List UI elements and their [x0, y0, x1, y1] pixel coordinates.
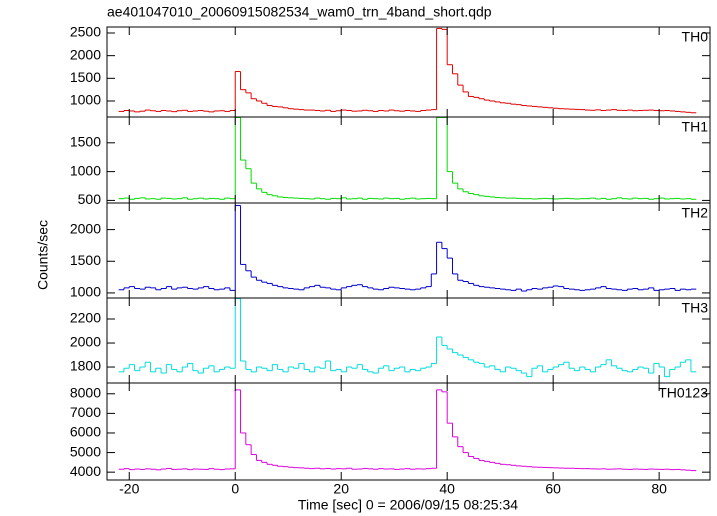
y-tick-label: 1500: [70, 69, 101, 85]
panel-label: TH2: [682, 205, 709, 221]
y-tick-label: 500: [78, 191, 102, 207]
x-tick-label: 60: [545, 481, 561, 497]
x-tick-label: 80: [651, 481, 667, 497]
y-tick-label: 2500: [70, 24, 101, 40]
panel-label: TH3: [682, 300, 709, 316]
y-tick-label: 1000: [70, 92, 101, 108]
y-tick-label: 1000: [70, 284, 101, 300]
panel-label: TH0: [682, 29, 709, 45]
panel-frame: [106, 26, 711, 118]
y-tick-label: 8000: [70, 384, 101, 400]
y-tick-label: 1500: [70, 134, 101, 150]
y-tick-label: 2000: [70, 334, 101, 350]
y-tick-label: 4000: [70, 463, 101, 479]
y-tick-label: 5000: [70, 443, 101, 459]
y-tick-label: 1500: [70, 252, 101, 268]
panel-frame: [106, 202, 711, 299]
y-tick-label: 1000: [70, 162, 101, 178]
chart-title: ae401047010_20060915082534_wam0_trn_4ban…: [107, 4, 492, 20]
y-tick-label: 2000: [70, 46, 101, 62]
y-tick-label: 1800: [70, 358, 101, 374]
y-axis-label: Counts/sec: [35, 220, 51, 290]
x-tick-label: 40: [439, 481, 455, 497]
panel-label: TH0123: [658, 385, 708, 401]
panel-label: TH1: [682, 119, 709, 135]
y-tick-label: 2200: [70, 310, 101, 326]
panel-frame: [106, 382, 711, 481]
y-tick-label: 2000: [70, 220, 101, 236]
panel-frame: [106, 116, 711, 204]
x-tick-label: 0: [231, 481, 239, 497]
x-axis-label: Time [sec] 0 = 2006/09/15 08:25:34: [298, 497, 518, 513]
y-tick-label: 7000: [70, 404, 101, 420]
x-tick-label: 20: [333, 481, 349, 497]
x-tick-label: -20: [119, 481, 139, 497]
y-tick-label: 6000: [70, 424, 101, 440]
